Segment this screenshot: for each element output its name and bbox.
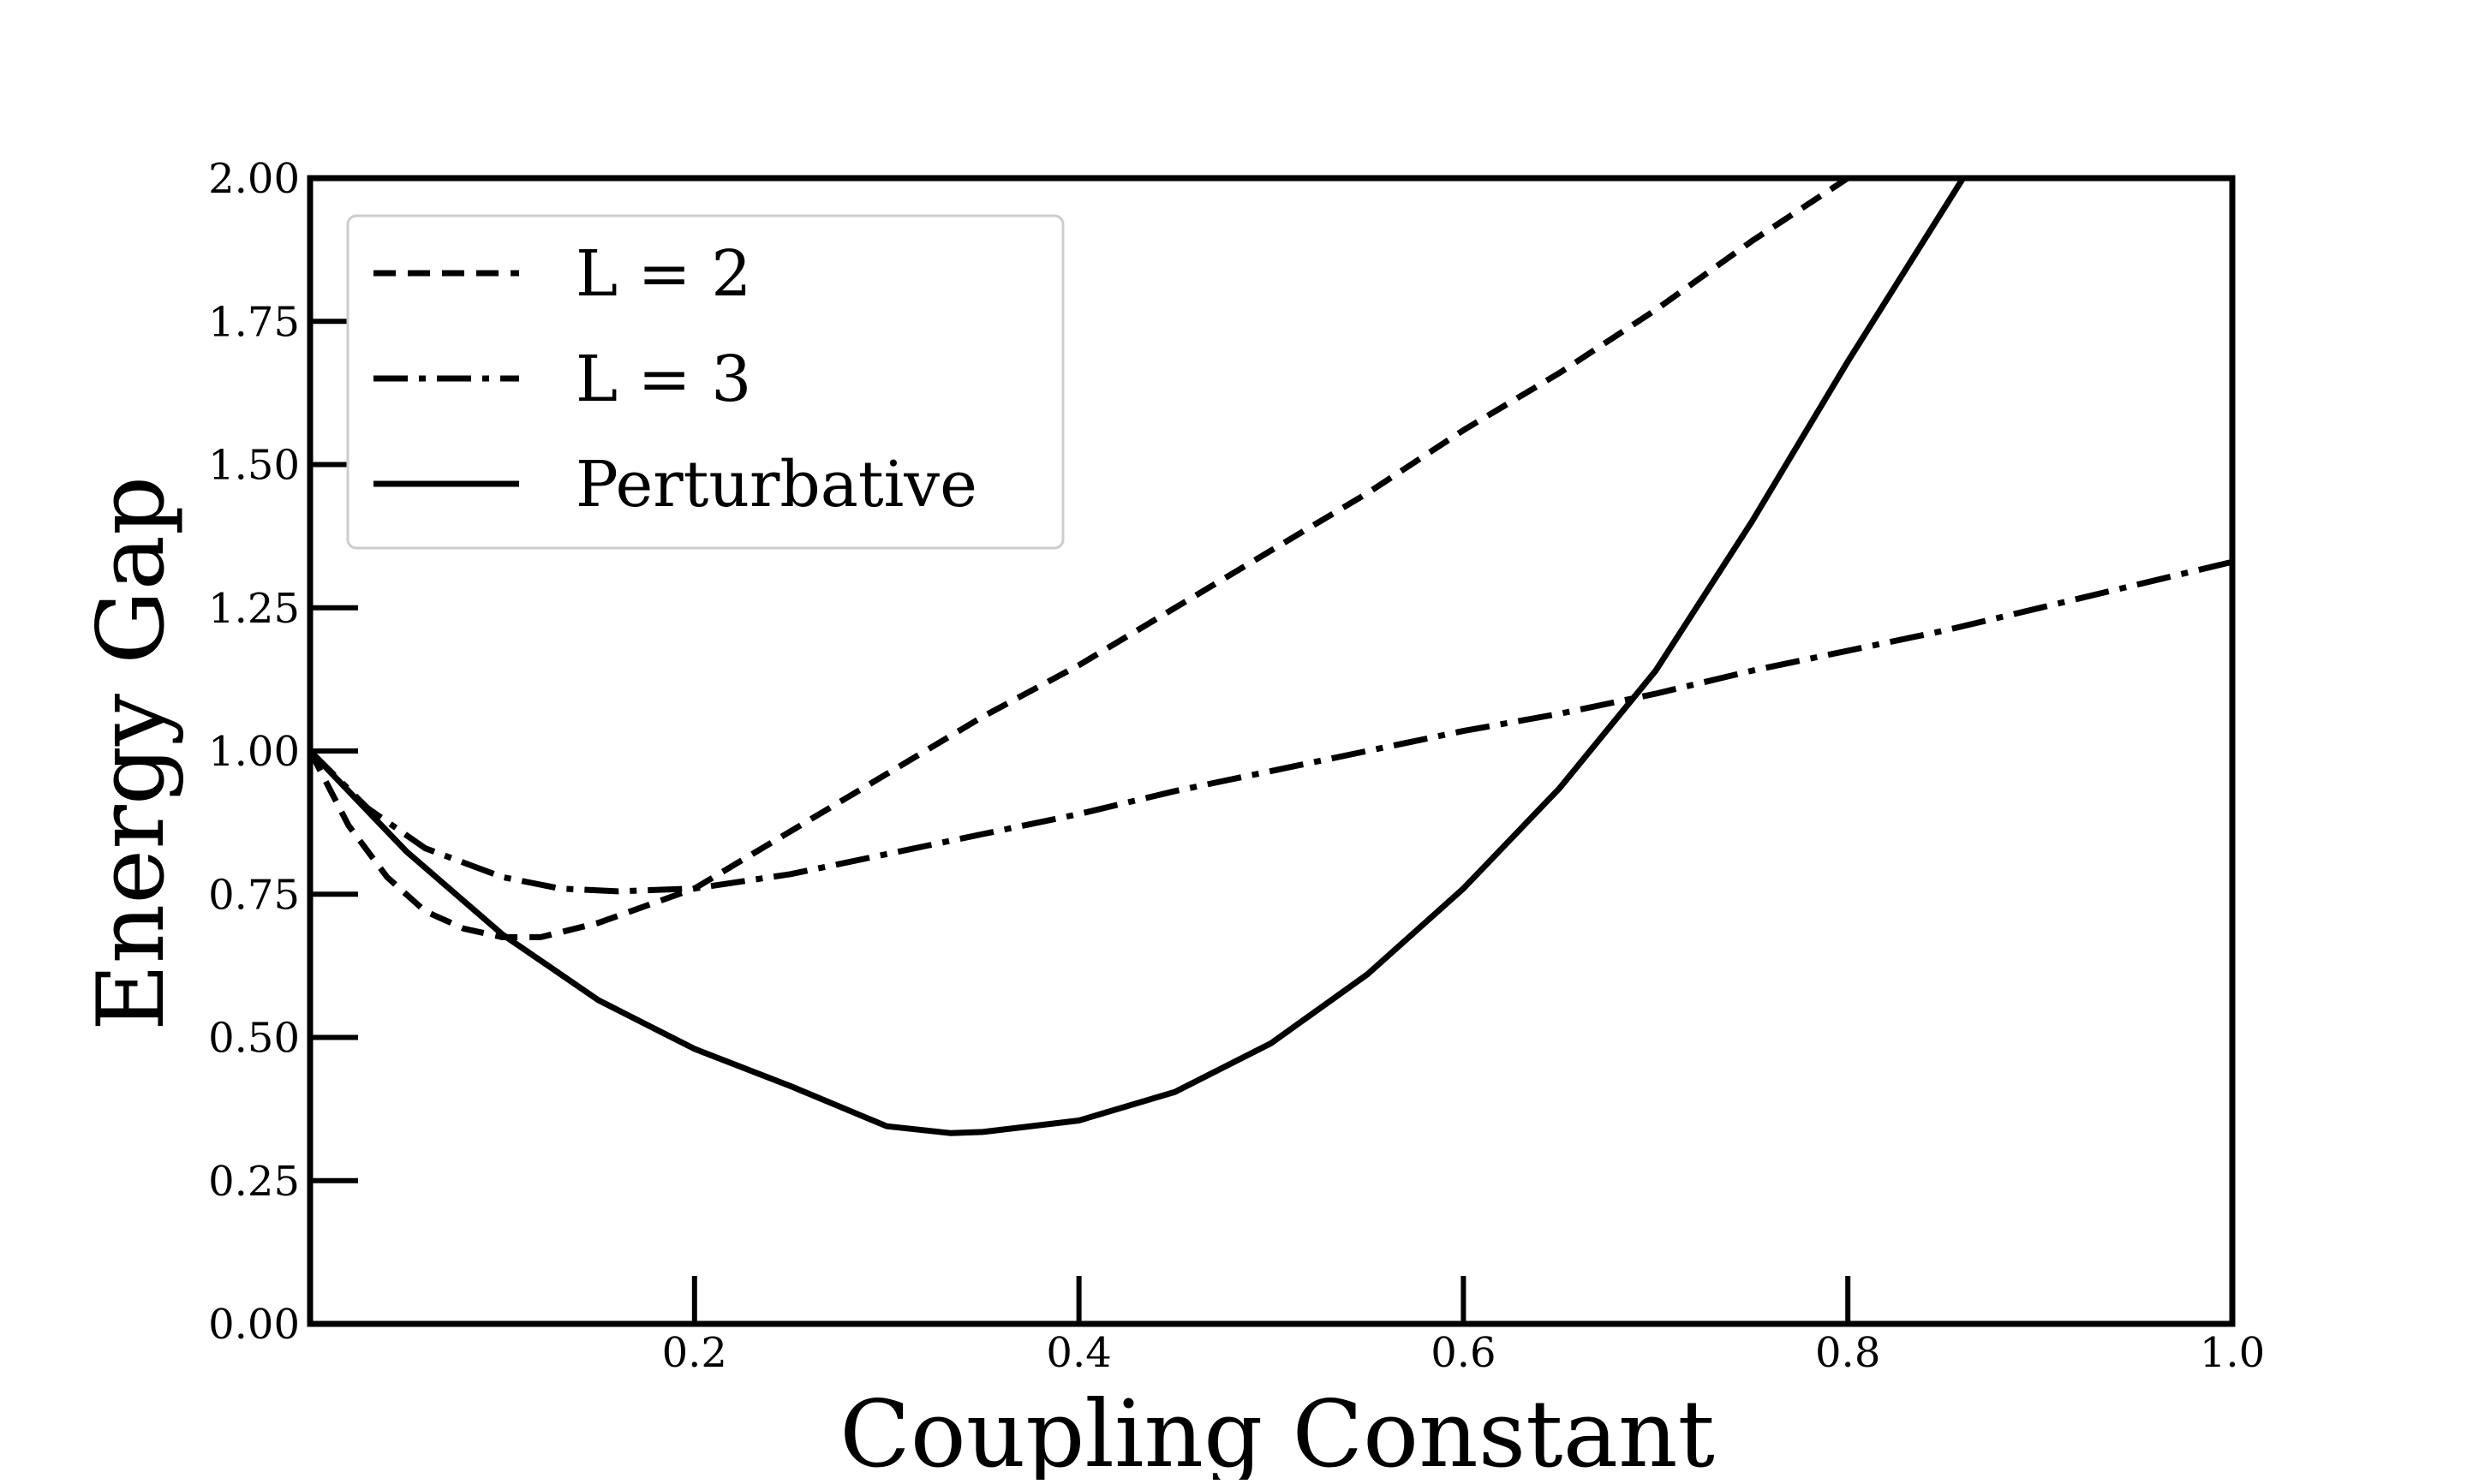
x-tick-label: 0.2 <box>662 1329 727 1377</box>
series-line-3 <box>310 178 1966 1136</box>
legend: L = 2 L = 3 Perturbative <box>346 214 1065 550</box>
series-line-1 <box>310 178 1850 940</box>
legend-label-3: Perturbative <box>576 448 977 521</box>
x-tick-label: 1.0 <box>2200 1329 2265 1377</box>
legend-label-2: L = 3 <box>576 343 751 416</box>
y-tick-label: 0.00 <box>208 1301 300 1349</box>
series-line-2 <box>310 558 2232 895</box>
x-tick-label: 0.6 <box>1431 1329 1496 1377</box>
y-tick-label: 1.00 <box>208 728 300 776</box>
x-axis-ticks: 0.2 0.4 0.6 0.8 1.0 <box>662 1276 2265 1377</box>
legend-box <box>346 214 1065 550</box>
y-tick-label: 2.00 <box>208 155 300 203</box>
y-tick-label: 1.75 <box>208 298 300 346</box>
x-axis-title: Coupling Constant <box>839 1381 1715 1480</box>
y-tick-label: 1.25 <box>208 585 300 633</box>
legend-items: L = 2 L = 3 Perturbative <box>373 237 977 521</box>
y-tick-label: 1.50 <box>208 442 300 490</box>
x-tick-label: 0.8 <box>1815 1329 1880 1377</box>
y-axis-title: Energy Gap <box>78 476 185 1031</box>
y-tick-label: 0.75 <box>208 871 300 919</box>
legend-label-1: L = 2 <box>576 237 751 311</box>
y-axis-ticks: 0.00 0.25 0.50 0.75 1.00 1.25 1.50 1.75 2.00 <box>208 155 358 1349</box>
y-tick-label: 0.25 <box>208 1158 300 1206</box>
series-layer <box>310 178 2232 1136</box>
y-tick-label: 0.50 <box>208 1015 300 1063</box>
x-tick-label: 0.4 <box>1046 1329 1111 1377</box>
